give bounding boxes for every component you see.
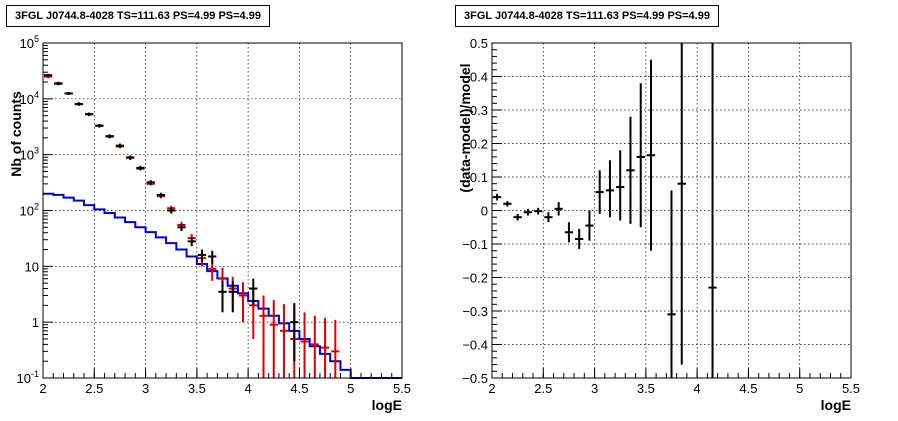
y-axis-label: (data-model)/model (457, 63, 473, 192)
axis-ticks: 2 2.5 3 3.5 4 4.5 5 5.5 −0.5 −0.4 −0.3 −0.2 −0.1 0 0.1… (462, 36, 860, 396)
y-tick-label: 0.1 (470, 170, 488, 185)
counts-chart: 2 2.5 3 3.5 4 4.5 5 5.5 10-1 1 10 102 103 104 105 Nb o… (8, 34, 411, 413)
y-tick-label: 10-1 (17, 369, 39, 386)
x-tick-label: 3.5 (188, 381, 206, 396)
chart-marks (493, 43, 717, 378)
x-tick-label: 4 (245, 381, 252, 396)
x-tick-label: 2.5 (534, 381, 552, 396)
x-tick-label: 5.5 (393, 381, 411, 396)
y-tick-label: −0.3 (462, 304, 488, 319)
y-tick-label: 0.4 (470, 70, 488, 85)
y-axis-label: Nb of counts (8, 91, 24, 177)
y-tick-label: 103 (20, 146, 39, 163)
x-tick-label: 4.5 (739, 381, 757, 396)
axis-ticks: 2 2.5 3 3.5 4 4.5 5 5.5 10-1 1 10 102 103 104 105 (17, 34, 412, 396)
x-tick-label: 2.5 (85, 381, 103, 396)
plot-frame (43, 43, 402, 378)
residual-chart: 2 2.5 3 3.5 4 4.5 5 5.5 −0.5 −0.4 −0.3 −0.2 −0.1 0 0.1… (457, 36, 860, 413)
x-tick-label: 5 (347, 381, 354, 396)
x-tick-label: 4.5 (290, 381, 308, 396)
chart-title: 3FGL J0744.8-4028 TS=111.63 PS=4.99 PS=4… (455, 5, 719, 27)
y-tick-label: 0 (481, 204, 488, 219)
x-tick-label: 3 (591, 381, 598, 396)
y-tick-label: 105 (20, 34, 39, 51)
y-tick-label: −0.2 (462, 271, 488, 286)
x-axis-label: logE (821, 397, 851, 413)
chart-title: 3FGL J0744.8-4028 TS=111.63 PS=4.99 PS=4… (6, 5, 270, 27)
y-tick-label: −0.1 (462, 237, 488, 252)
y-tick-label: 0.2 (470, 137, 488, 152)
x-tick-label: 3.5 (637, 381, 655, 396)
y-tick-label: 104 (20, 90, 39, 107)
y-tick-label: 102 (20, 202, 39, 219)
x-tick-label: 3 (142, 381, 149, 396)
y-tick-label: 1 (32, 315, 39, 330)
y-tick-label: 0.3 (470, 103, 488, 118)
y-tick-label: −0.5 (462, 371, 488, 386)
x-tick-label: 2 (39, 381, 46, 396)
x-tick-label: 2 (488, 381, 495, 396)
x-tick-label: 4 (694, 381, 701, 396)
chart-marks (43, 73, 402, 379)
y-tick-label: 0.5 (470, 36, 488, 51)
y-tick-label: −0.4 (462, 338, 488, 353)
x-tick-label: 5.5 (842, 381, 860, 396)
x-axis-label: logE (372, 397, 402, 413)
x-tick-label: 5 (796, 381, 803, 396)
y-tick-label: 10 (25, 259, 39, 274)
